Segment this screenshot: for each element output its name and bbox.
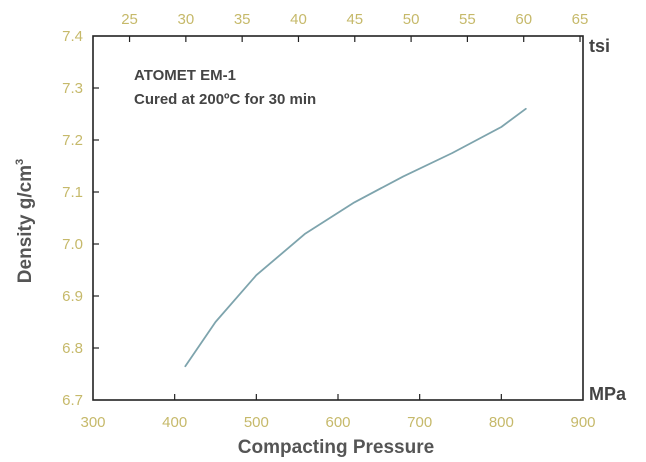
y-axis-title: Density g/cm3 [14, 159, 36, 283]
y-tick-label: 7.3 [62, 80, 83, 97]
x-top-tick-label: 55 [459, 11, 476, 28]
y-axis-title-text: Density g/cm [15, 165, 36, 283]
y-tick-label: 6.8 [62, 340, 83, 357]
x-top-tick-label: 45 [346, 11, 363, 28]
density-curve [184, 107, 527, 368]
x-bottom-tick-label: 300 [80, 414, 105, 431]
x-bottom-tick-label: 500 [244, 414, 269, 431]
x-bottom-tick-label: 400 [162, 414, 187, 431]
x-top-tick-label: 60 [515, 11, 532, 28]
y-tick-label: 6.7 [62, 392, 83, 409]
x-top-tick-label: 50 [403, 11, 420, 28]
x-bottom-tick-label: 600 [325, 414, 350, 431]
y-tick-label: 7.0 [62, 236, 83, 253]
y-tick-label: 7.4 [62, 28, 83, 45]
x-top-tick-label: 30 [178, 11, 195, 28]
y-tick-label: 7.2 [62, 132, 83, 149]
y-tick-label: 6.9 [62, 288, 83, 305]
x-bottom-tick-label: 700 [407, 414, 432, 431]
x-top-tick-label: 35 [234, 11, 251, 28]
x-top-tick-label: 40 [290, 11, 307, 28]
y-axis-title-superscript: 3 [14, 159, 26, 165]
x-top-tick-label: 25 [121, 11, 138, 28]
x-axis-title: Compacting Pressure [238, 437, 434, 458]
annotation-line-2: Cured at 200ºC for 30 min [134, 91, 316, 108]
x-top-tick-label: 65 [572, 11, 589, 28]
x-bottom-tick-label: 900 [570, 414, 595, 431]
bottom-axis-unit-label: MPa [589, 384, 627, 404]
top-axis-unit-label: tsi [589, 36, 610, 56]
y-tick-label: 7.1 [62, 184, 83, 201]
x-bottom-tick-label: 800 [489, 414, 514, 431]
annotation-line-1: ATOMET EM-1 [134, 67, 236, 84]
